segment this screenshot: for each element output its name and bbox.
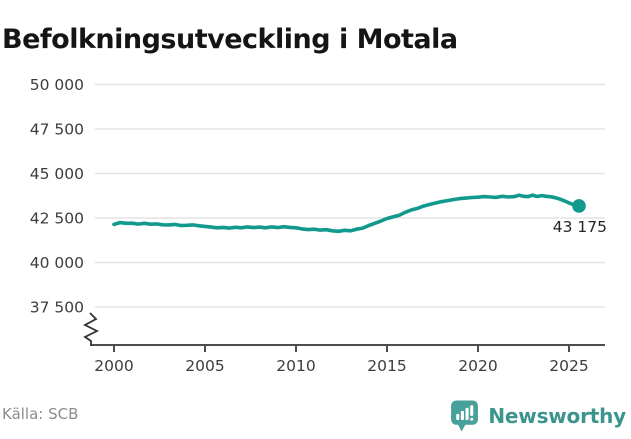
x-tick-label: 2000 — [94, 357, 133, 375]
y-tick-label: 40 000 — [30, 254, 84, 272]
axis-break-zigzag — [83, 312, 100, 346]
x-tick-label: 2005 — [185, 357, 224, 375]
x-tick-label: 2020 — [458, 357, 497, 375]
last-point-marker — [572, 199, 586, 213]
logo-exclamation-dot — [470, 417, 474, 421]
chart-title: Befolkningsutveckling i Motala — [2, 24, 458, 56]
y-tick-label: 37 500 — [30, 299, 84, 317]
logo-bubble-shape — [451, 400, 479, 432]
logo-exclamation-icon — [470, 405, 474, 416]
logo-bar-2 — [461, 410, 465, 421]
source-caption: Källa: SCB — [2, 405, 79, 423]
logo-bar-1 — [456, 413, 460, 421]
newsworthy-logo[interactable]: Newsworthy — [449, 399, 626, 433]
newsworthy-logo-text: Newsworthy — [488, 404, 626, 428]
newsworthy-bubble-icon — [451, 400, 479, 432]
population-line — [112, 193, 581, 234]
y-tick-label: 42 500 — [30, 210, 84, 228]
logo-bar-3 — [465, 407, 470, 421]
x-tick-label: 2010 — [276, 357, 315, 375]
x-tick-label: 2015 — [367, 357, 406, 375]
y-tick-label: 47 500 — [30, 121, 84, 139]
x-tick-label: 2025 — [549, 357, 588, 375]
y-tick-label: 50 000 — [30, 76, 84, 94]
y-tick-label: 45 000 — [30, 165, 84, 183]
last-value-label: 43 175 — [553, 218, 607, 236]
